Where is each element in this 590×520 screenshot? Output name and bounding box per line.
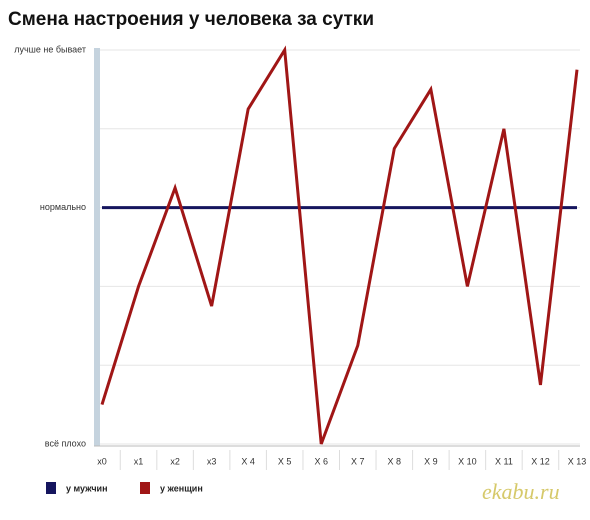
x-tick-label: X 8 xyxy=(388,456,402,466)
x-tick-label: X 11 xyxy=(495,456,513,466)
y-tick-label: лучше не бывает xyxy=(14,44,86,54)
y-tick-label: всё плохо xyxy=(45,438,86,448)
x-tick-label: X 5 xyxy=(278,456,292,466)
x-tick-label: X 9 xyxy=(424,456,438,466)
watermark: ekabu.ru xyxy=(482,479,560,504)
x-tick-label: X 6 xyxy=(314,456,328,466)
y-axis xyxy=(94,48,100,446)
legend-label: у женщин xyxy=(160,483,203,493)
legend-swatch xyxy=(46,482,56,494)
chart-title: Смена настроения у человека за сутки xyxy=(8,9,374,30)
y-tick-label: нормально xyxy=(40,202,86,212)
x-tick-label: x0 xyxy=(97,456,107,466)
legend-label: у мужчин xyxy=(66,483,108,493)
x-tick-label: X 13 xyxy=(568,456,587,466)
x-tick-label: x3 xyxy=(207,456,217,466)
x-tick-label: x1 xyxy=(134,456,144,466)
x-tick-label: X 4 xyxy=(241,456,255,466)
series-line xyxy=(100,45,579,445)
legend-swatch xyxy=(140,482,150,494)
x-tick-label: X 12 xyxy=(531,456,550,466)
x-tick-label: X 10 xyxy=(458,456,477,466)
x-tick-label: x2 xyxy=(170,456,180,466)
x-tick-label: X 7 xyxy=(351,456,365,466)
